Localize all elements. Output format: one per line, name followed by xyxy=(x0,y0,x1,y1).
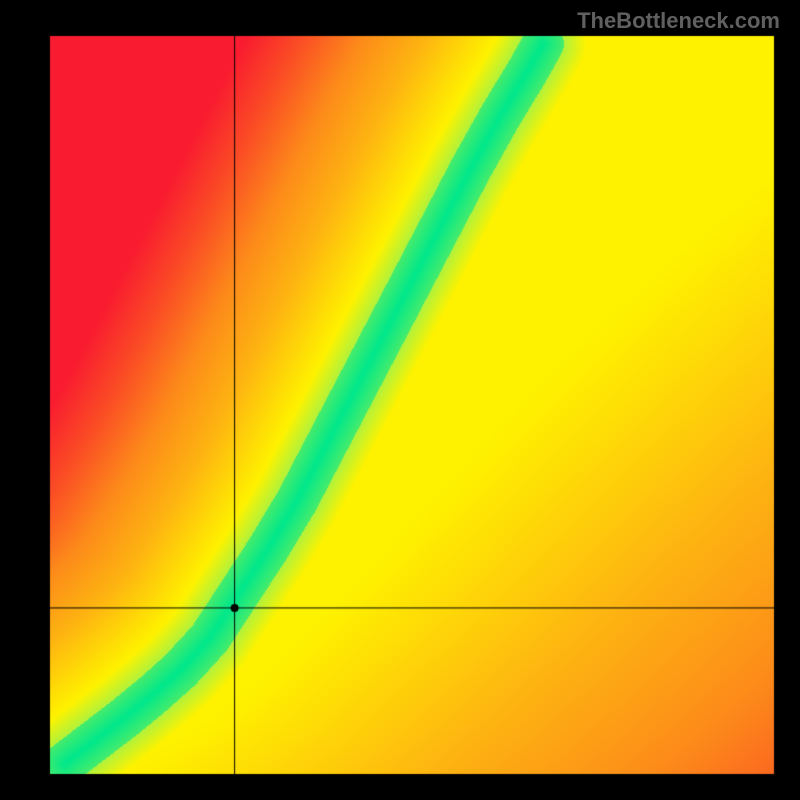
heatmap-canvas xyxy=(0,0,800,800)
chart-container: TheBottleneck.com xyxy=(0,0,800,800)
watermark-text: TheBottleneck.com xyxy=(577,8,780,34)
